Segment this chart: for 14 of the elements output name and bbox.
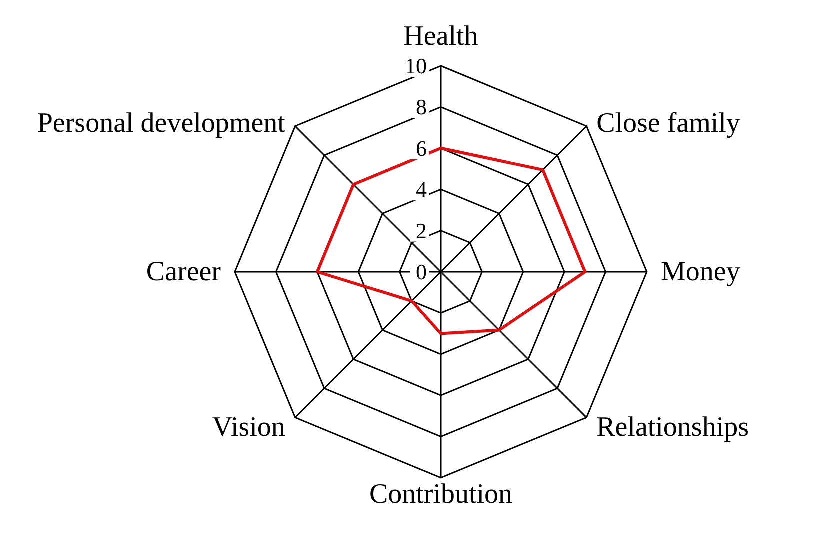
- y-tick-label: 6: [416, 136, 427, 161]
- spoke-label: Health: [404, 21, 478, 52]
- y-tick-label: 8: [416, 94, 427, 120]
- y-tick-label: 2: [416, 218, 427, 244]
- y-tick-label: 10: [405, 54, 427, 78]
- spoke-label: Close family: [596, 108, 740, 139]
- spoke-label: Relationships: [596, 412, 750, 444]
- spoke-label: Personal development: [37, 108, 286, 139]
- spoke-label: Vision: [212, 412, 286, 444]
- spoke-label: Money: [661, 256, 740, 288]
- spoke-label: Contribution: [369, 479, 513, 510]
- spoke-label: Career: [146, 256, 222, 288]
- y-tick-label: 4: [416, 177, 427, 202]
- y-tick-label: 0: [416, 260, 427, 284]
